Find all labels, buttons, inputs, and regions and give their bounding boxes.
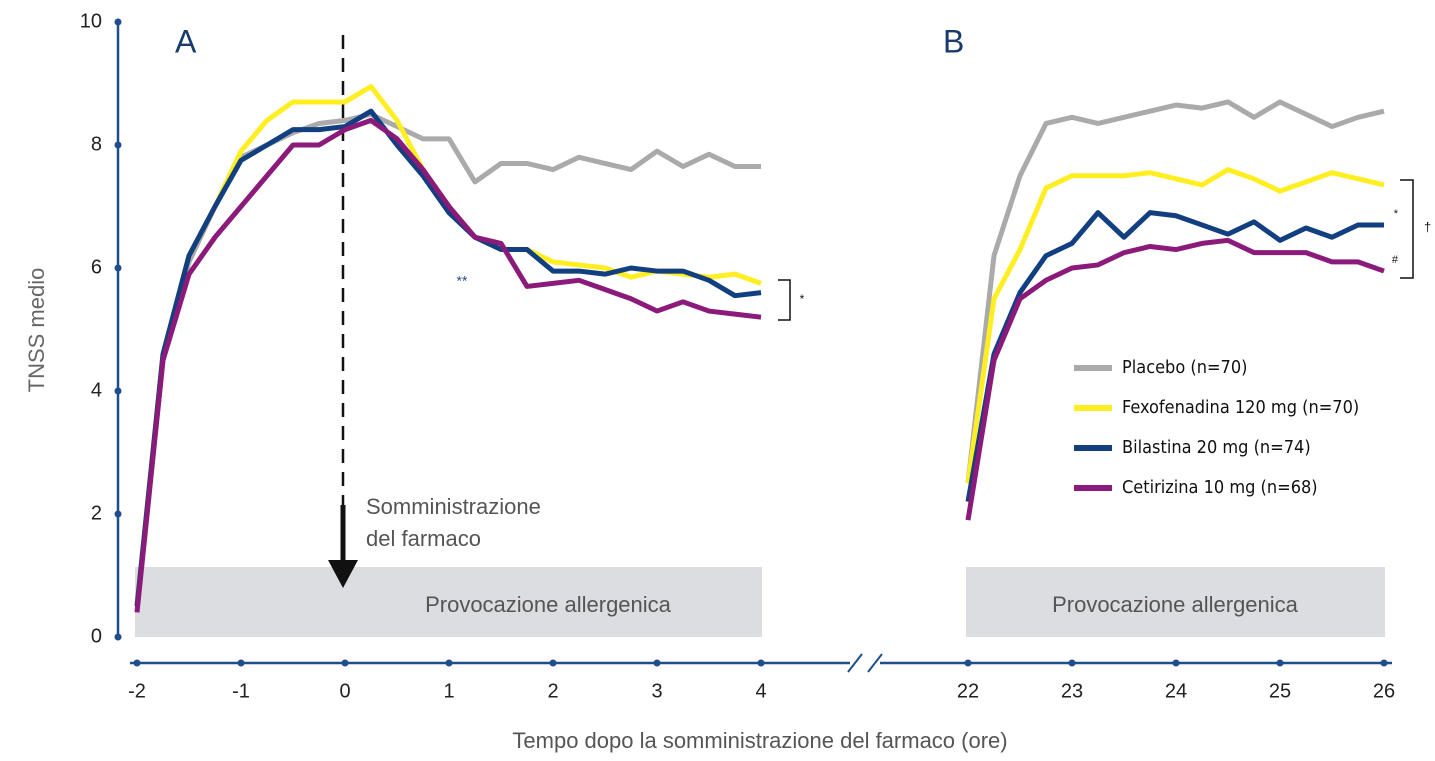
x-tick-dot bbox=[757, 659, 765, 667]
x-tick-dot bbox=[1380, 659, 1388, 667]
series-line bbox=[965, 237, 1385, 521]
series-line bbox=[134, 108, 762, 607]
panel-title: A bbox=[175, 23, 197, 59]
x-tick-dot bbox=[341, 659, 349, 667]
x-tick-dot bbox=[964, 659, 972, 667]
bracket bbox=[778, 279, 791, 321]
x-tick-label: 22 bbox=[957, 680, 979, 702]
annotation: * bbox=[1394, 208, 1399, 220]
annotation: † bbox=[1424, 219, 1431, 234]
y-tick-label: 8 bbox=[91, 133, 102, 155]
panel-title: B bbox=[943, 23, 964, 59]
series-line bbox=[965, 167, 1385, 484]
axis-break bbox=[867, 653, 883, 673]
y-axis-label: TNSS medio bbox=[24, 268, 49, 393]
series-line bbox=[134, 111, 761, 607]
y-tick-dot bbox=[114, 141, 122, 149]
bracket bbox=[1400, 179, 1414, 279]
challenge-box bbox=[135, 567, 762, 637]
annotation: # bbox=[1392, 254, 1399, 266]
x-tick-dot bbox=[133, 659, 141, 667]
annotation: del farmaco bbox=[366, 526, 481, 551]
x-tick-label: 23 bbox=[1061, 680, 1083, 702]
x-tick-dot bbox=[445, 659, 453, 667]
x-tick-dot bbox=[1276, 659, 1284, 667]
annotation: Provocazione allergenica bbox=[425, 592, 672, 617]
legend-label: Bilastina 20 mg (n=74) bbox=[1122, 437, 1311, 458]
legend-label: Fexofenadina 120 mg (n=70) bbox=[1122, 397, 1359, 418]
x-tick-label: 4 bbox=[755, 680, 766, 702]
y-tick-dot bbox=[114, 633, 122, 641]
y-tick-dot bbox=[114, 510, 122, 518]
y-tick-dot bbox=[114, 264, 122, 272]
dose-arrow-head bbox=[328, 560, 358, 588]
x-tick-dot bbox=[1172, 659, 1180, 667]
y-tick-dot bbox=[114, 18, 122, 26]
x-tick-label: 24 bbox=[1165, 680, 1187, 702]
x-tick-label: 1 bbox=[443, 680, 454, 702]
y-tick-label: 6 bbox=[91, 256, 102, 278]
x-tick-dot bbox=[549, 659, 557, 667]
y-tick-label: 2 bbox=[91, 502, 102, 524]
challenge-box bbox=[966, 567, 1385, 637]
legend-label: Placebo (n=70) bbox=[1122, 357, 1247, 378]
x-tick-label: -1 bbox=[232, 680, 250, 702]
x-tick-dot bbox=[1068, 659, 1076, 667]
annotation: * bbox=[800, 292, 805, 306]
x-axis-label: Tempo dopo la somministrazione del farma… bbox=[512, 728, 1007, 753]
x-tick-label: 25 bbox=[1269, 680, 1291, 702]
y-tick-label: 10 bbox=[80, 10, 102, 32]
y-tick-label: 4 bbox=[91, 379, 102, 401]
y-tick-label: 0 bbox=[91, 625, 102, 647]
x-tick-label: 26 bbox=[1373, 680, 1395, 702]
x-tick-label: -2 bbox=[128, 680, 146, 702]
legend-label: Cetirizina 10 mg (n=68) bbox=[1122, 477, 1318, 498]
axis-break bbox=[847, 653, 863, 673]
annotation: Provocazione allergenica bbox=[1052, 592, 1299, 617]
annotation: ** bbox=[457, 273, 468, 289]
x-tick-dot bbox=[653, 659, 661, 667]
x-tick-dot bbox=[237, 659, 245, 667]
x-tick-label: 2 bbox=[547, 680, 558, 702]
x-tick-label: 3 bbox=[651, 680, 662, 702]
x-tick-label: 0 bbox=[339, 680, 350, 702]
series-line bbox=[965, 99, 1385, 484]
series-line bbox=[965, 210, 1384, 503]
y-tick-dot bbox=[114, 387, 122, 395]
annotation: Somministrazione bbox=[366, 494, 541, 519]
series-line bbox=[134, 117, 762, 613]
